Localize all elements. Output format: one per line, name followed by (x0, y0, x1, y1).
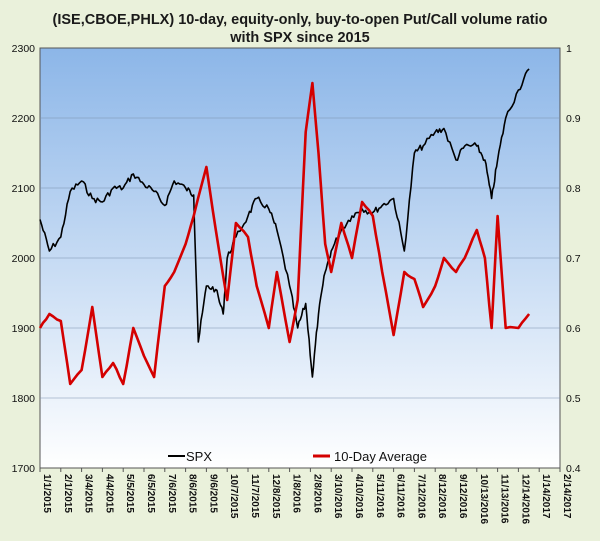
x-axis-tick-label: 5/5/2015 (124, 474, 135, 513)
left-axis-tick-label: 1700 (12, 463, 36, 475)
left-axis-tick-label: 1900 (12, 323, 36, 335)
x-axis-tick-label: 5/11/2016 (374, 474, 385, 518)
x-axis-tick-label: 3/4/2015 (83, 474, 94, 513)
x-axis-tick-label: 11/7/2015 (249, 474, 260, 518)
right-axis-tick-label: 0.5 (566, 393, 581, 405)
x-axis-tick-label: 10/7/2015 (228, 474, 239, 519)
x-axis-tick-label: 6/5/2015 (145, 474, 156, 513)
x-axis-tick-label: 8/12/2016 (436, 474, 447, 519)
right-axis-tick-label: 0.6 (566, 323, 581, 335)
left-axis-tick-label: 2100 (12, 183, 36, 195)
left-axis-ticks: 1700 1800 1900 2000 2100 2200 2300 (12, 43, 36, 475)
x-axis-ticks: 1/1/2015 2/1/2015 3/4/2015 4/4/2015 5/5/2015… (39, 468, 572, 524)
series-line-10-day-average (38, 81, 531, 386)
legend-label-spx: SPX (186, 449, 212, 464)
x-axis-tick-label: 7/6/2015 (166, 474, 177, 513)
legend-label-10-day-average: 10-Day Average (334, 449, 427, 464)
right-axis-tick-label: 0.9 (566, 113, 581, 125)
x-axis-tick-label: 2/1/2015 (62, 474, 73, 513)
x-axis-tick-label: 12/14/2016 (519, 474, 530, 524)
x-axis-tick-label: 4/4/2015 (103, 474, 114, 513)
x-axis-tick-label: 8/6/2015 (187, 474, 198, 513)
x-axis-tick-label: 1/1/2015 (41, 474, 52, 513)
x-axis-tick-label: 4/10/2016 (353, 474, 364, 519)
legend: SPX 10-Day Average (168, 449, 427, 464)
x-axis-tick-label: 2/8/2016 (311, 474, 322, 513)
left-axis-tick-label: 1800 (12, 393, 36, 405)
x-axis-tick-label: 10/13/2016 (478, 474, 489, 524)
right-axis-tick-label: 0.8 (566, 183, 581, 195)
x-axis-tick-label: 9/12/2016 (457, 474, 468, 519)
right-axis-ticks: 0.4 0.5 0.6 0.7 0.8 0.9 1 (566, 43, 581, 475)
x-axis-tick-label: 11/13/2016 (499, 474, 510, 524)
series-line-spx (39, 68, 530, 378)
right-axis-tick-label: 0.4 (566, 463, 581, 475)
x-axis-tick-label: 7/12/2016 (415, 474, 426, 519)
left-axis-tick-label: 2000 (12, 253, 36, 265)
series-group (38, 68, 531, 386)
x-axis-tick-label: 6/11/2016 (395, 474, 406, 518)
right-axis-tick-label: 0.7 (566, 253, 581, 265)
x-axis-tick-label: 12/8/2015 (270, 474, 281, 519)
right-axis-tick-label: 1 (566, 43, 572, 55)
x-axis-tick-label: 1/14/2017 (540, 474, 551, 519)
left-axis-tick-label: 2300 (12, 43, 36, 55)
x-axis-tick-label: 9/6/2015 (207, 474, 218, 513)
x-axis-tick-label: 2/14/2017 (561, 474, 572, 519)
chart-title-line-1: (ISE,CBOE,PHLX) 10-day, equity-only, buy… (53, 12, 548, 28)
x-axis-tick-label: 1/8/2016 (291, 474, 302, 513)
x-axis-tick-label: 3/10/2016 (332, 474, 343, 519)
left-axis-tick-label: 2200 (12, 113, 36, 125)
chart-title-line-2: with SPX since 2015 (229, 30, 369, 46)
